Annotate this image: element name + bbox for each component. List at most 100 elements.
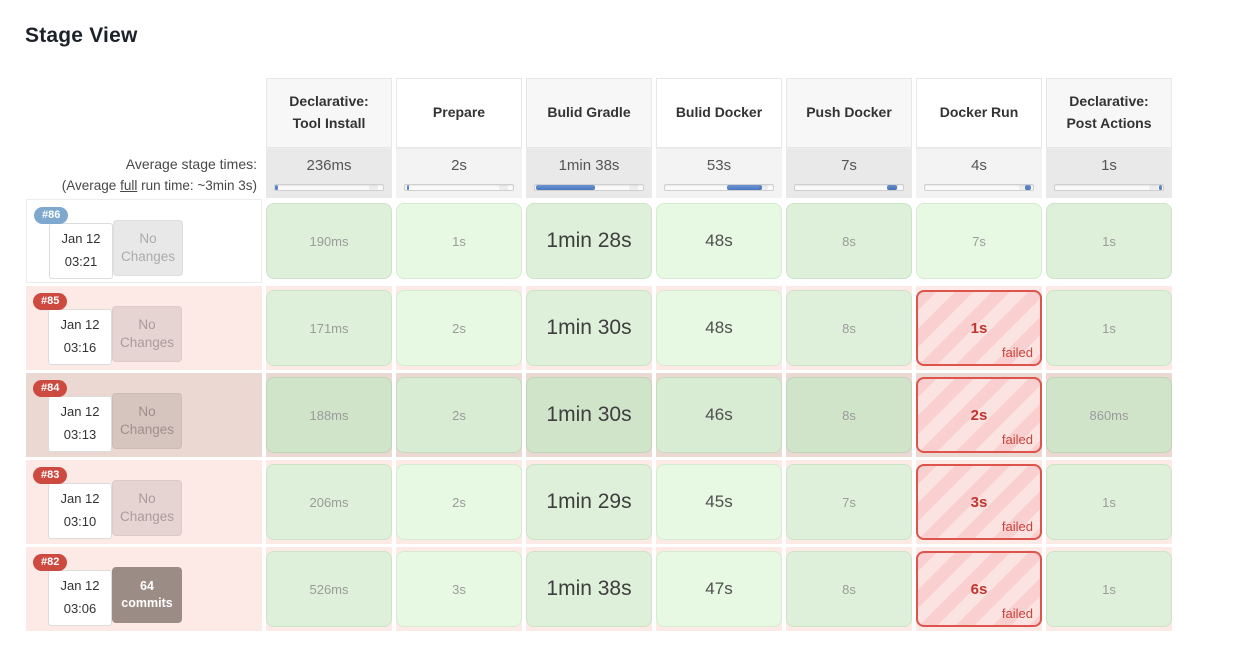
stage-column: 2s failed	[392, 373, 522, 457]
build-datetime[interactable]: Jan 12 03:13	[48, 396, 112, 452]
build-date: Jan 12	[60, 578, 100, 593]
stage-column: Bulid Gradle	[522, 78, 652, 148]
average-times-caption: Average stage times: (Average full run t…	[0, 148, 262, 198]
stage-duration: 526ms	[309, 581, 349, 597]
stage-cell-box[interactable]: 1s failed	[916, 290, 1042, 366]
build-time: 03:21	[64, 253, 98, 269]
stage-cell-box[interactable]: 1s failed	[1046, 551, 1172, 627]
stage-column: 1min 28s failed	[522, 199, 652, 283]
stage-duration: 8s	[842, 581, 856, 597]
stage-cell-box[interactable]: 188ms failed	[266, 377, 392, 453]
stage-column: 1s	[1042, 148, 1172, 198]
stage-cell-box[interactable]: 1min 30s failed	[526, 377, 652, 453]
stage-column: 2s	[392, 148, 522, 198]
stage-column: 53s	[652, 148, 782, 198]
build-badge[interactable]: #86	[34, 207, 69, 224]
stage-cell-box[interactable]: 171ms failed	[266, 290, 392, 366]
stage-duration: 188ms	[309, 407, 349, 423]
stage-duration: 1min 30s	[546, 316, 632, 339]
stage-cell-box[interactable]: 1s failed	[396, 203, 522, 279]
build-badge[interactable]: #83	[33, 467, 68, 484]
average-value: 1s	[1101, 157, 1117, 174]
changes-box[interactable]: No Changes	[112, 393, 182, 449]
stage-cell-box[interactable]: 48s failed	[656, 203, 782, 279]
stage-cell-box[interactable]: 8s failed	[786, 551, 912, 627]
build-badge[interactable]: #85	[33, 293, 68, 310]
timeline-bar	[664, 184, 774, 191]
stage-column: Prepare	[392, 78, 522, 148]
stage-cell-box[interactable]: 45s failed	[656, 464, 782, 540]
build-badge[interactable]: #84	[33, 380, 68, 397]
build-datetime[interactable]: Jan 12 03:10	[48, 483, 112, 539]
build-datetime[interactable]: Jan 12 03:06	[48, 570, 112, 626]
stage-column: 8s failed	[782, 199, 912, 283]
stage-column: 190ms failed	[262, 199, 392, 283]
stage-cell-box[interactable]: 2s failed	[396, 377, 522, 453]
stage-duration: 7s	[972, 233, 986, 249]
average-value: 1min 38s	[558, 157, 620, 174]
stage-cell-box[interactable]: 6s failed	[916, 551, 1042, 627]
stage-cell-box[interactable]: 8s failed	[786, 290, 912, 366]
stage-cell-box[interactable]: 8s failed	[786, 377, 912, 453]
stage-duration: 8s	[842, 233, 856, 249]
stage-cell-box[interactable]: 7s failed	[786, 464, 912, 540]
stage-cell-box[interactable]: 1s failed	[1046, 203, 1172, 279]
stage-column: 6s failed	[912, 547, 1042, 631]
timeline-bar	[274, 184, 384, 191]
stage-cell-box[interactable]: 1min 28s failed	[526, 203, 652, 279]
stage-column: 1min 38s	[522, 148, 652, 198]
stage-cell-box[interactable]: 1min 30s failed	[526, 290, 652, 366]
stage-cell-box[interactable]: 1s failed	[1046, 464, 1172, 540]
stage-duration: 1min 30s	[546, 403, 632, 426]
build-stages: 526ms failed 3s failed 1min 38s failed 4…	[262, 547, 1240, 631]
stage-column: 48s failed	[652, 286, 782, 370]
stage-cell-box[interactable]: 3s failed	[396, 551, 522, 627]
stage-column-header: Declarative: Post Actions	[1046, 78, 1172, 148]
stage-column: 860ms failed	[1042, 373, 1172, 457]
stage-cell-box[interactable]: 190ms failed	[266, 203, 392, 279]
stage-cell-box[interactable]: 3s failed	[916, 464, 1042, 540]
stage-cell-box[interactable]: 2s failed	[396, 290, 522, 366]
timeline-bar-fill	[535, 185, 595, 190]
build-datetime[interactable]: Jan 12 03:21	[49, 223, 113, 279]
stage-cell-box[interactable]: 47s failed	[656, 551, 782, 627]
stage-cell-box[interactable]: 2s failed	[396, 464, 522, 540]
stage-cell-box[interactable]: 1s failed	[1046, 290, 1172, 366]
timeline-bar-fill	[1159, 185, 1162, 190]
stage-cell-box[interactable]: 206ms failed	[266, 464, 392, 540]
changes-box[interactable]: No Changes	[113, 220, 183, 276]
stage-cell-box[interactable]: 860ms failed	[1046, 377, 1172, 453]
changes-box[interactable]: 64 commits	[112, 567, 182, 623]
header-row: Declarative: Tool Install Prepare Bulid …	[0, 78, 1240, 148]
stage-duration: 206ms	[309, 494, 349, 510]
build-row: #84 Jan 12 03:13 No Changes 188ms failed…	[0, 373, 1240, 457]
stage-cell-box[interactable]: 2s failed	[916, 377, 1042, 453]
build-row: #85 Jan 12 03:16 No Changes 171ms failed…	[0, 286, 1240, 370]
stage-cell-box[interactable]: 7s failed	[916, 203, 1042, 279]
build-caption: #86 Jan 12 03:21 No Changes	[26, 199, 262, 283]
stage-column: 526ms failed	[262, 547, 392, 631]
average-value: 236ms	[306, 157, 352, 174]
stage-column-header: Docker Run	[916, 78, 1042, 148]
stage-cell-box[interactable]: 48s failed	[656, 290, 782, 366]
stage-column: 45s failed	[652, 460, 782, 544]
build-badge[interactable]: #82	[33, 554, 68, 571]
stage-column-label: Docker Run	[939, 104, 1019, 121]
stage-column: 7s failed	[912, 199, 1042, 283]
stage-column: 1s failed	[392, 199, 522, 283]
timeline-bar	[794, 184, 904, 191]
average-value: 53s	[706, 157, 732, 174]
stage-cell-box[interactable]: 46s failed	[656, 377, 782, 453]
stage-cell-box[interactable]: 1min 29s failed	[526, 464, 652, 540]
stage-duration: 2s	[452, 494, 466, 510]
stage-column: 206ms failed	[262, 460, 392, 544]
stage-duration: 1min 29s	[546, 490, 632, 513]
stage-column-label: Declarative: Post Actions	[1066, 93, 1152, 131]
stage-column-label: Prepare	[432, 104, 486, 121]
stage-cell-box[interactable]: 526ms failed	[266, 551, 392, 627]
changes-box[interactable]: No Changes	[112, 480, 182, 536]
stage-cell-box[interactable]: 1min 38s failed	[526, 551, 652, 627]
stage-cell-box[interactable]: 8s failed	[786, 203, 912, 279]
changes-box[interactable]: No Changes	[112, 306, 182, 362]
build-datetime[interactable]: Jan 12 03:16	[48, 309, 112, 365]
